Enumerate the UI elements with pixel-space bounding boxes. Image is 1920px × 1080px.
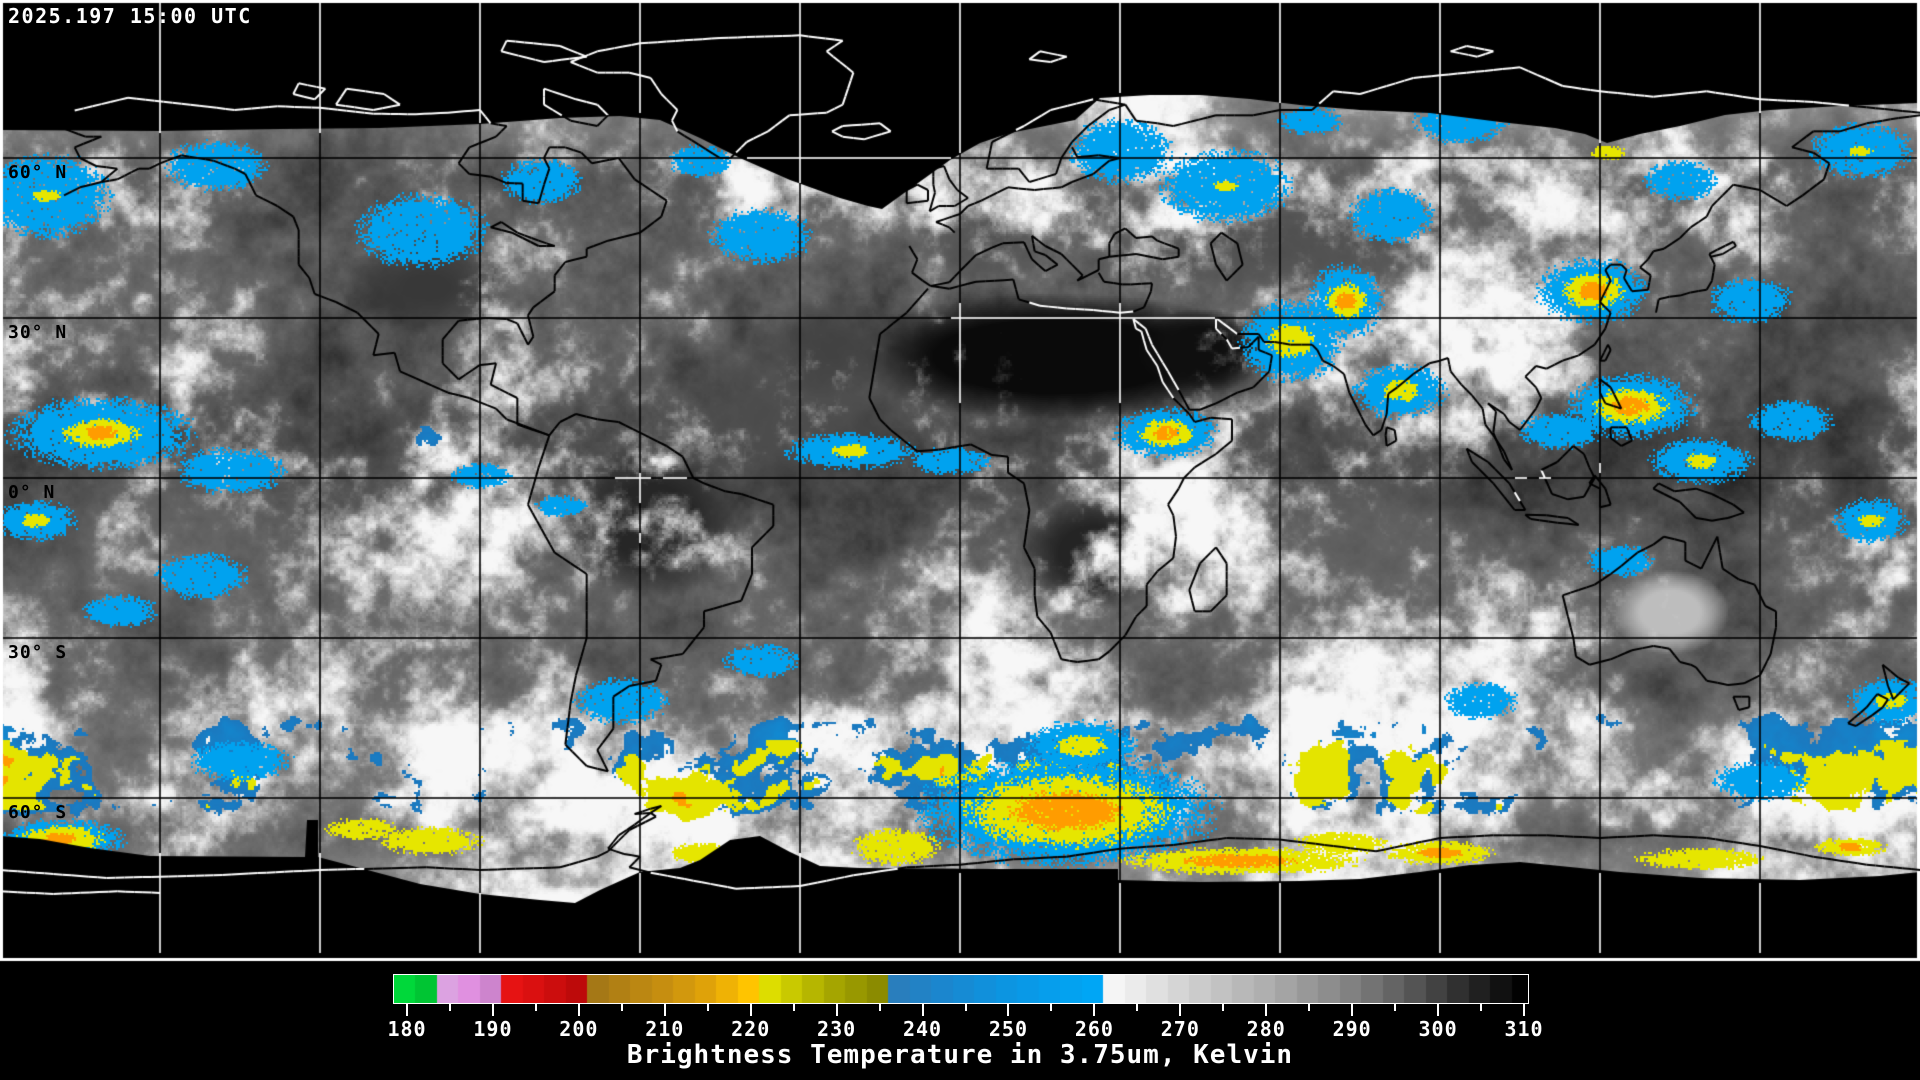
colorbar-minor-tick (1050, 1004, 1053, 1011)
colorbar-major-tick (921, 1004, 924, 1016)
colorbar-minor-tick (878, 1004, 881, 1011)
world-brightness-temperature-map (0, 0, 1920, 962)
colorbar-tick-label: 210 (645, 1017, 685, 1041)
colorbar-tick-label: 280 (1246, 1017, 1286, 1041)
latitude-label: 0° N (8, 482, 56, 503)
colorbar-minor-tick (1222, 1004, 1225, 1011)
colorbar-tick-label: 250 (988, 1017, 1029, 1041)
colorbar-minor-tick (534, 1004, 537, 1011)
colorbar-minor-tick (1394, 1004, 1397, 1011)
colorbar-major-tick (749, 1004, 752, 1016)
colorbar-gradient (393, 974, 1529, 1004)
colorbar-major-tick (1007, 1004, 1010, 1016)
colorbar-major-tick (663, 1004, 666, 1016)
colorbar-major-tick (1523, 1004, 1525, 1016)
colorbar-tick-label: 230 (817, 1017, 857, 1041)
colorbar-major-tick (1179, 1004, 1182, 1016)
colorbar-tick-label: 260 (1074, 1017, 1114, 1041)
colorbar-tick-label: 310 (1504, 1017, 1544, 1041)
timestamp-label: 2025.197 15:00 UTC (8, 4, 252, 28)
colorbar-major-tick (1351, 1004, 1354, 1016)
colorbar-minor-tick (706, 1004, 709, 1011)
colorbar-tick-label: 200 (559, 1017, 599, 1041)
colorbar-major-tick (1265, 1004, 1268, 1016)
colorbar-minor-tick (792, 1004, 795, 1011)
colorbar-tick-label: 190 (473, 1017, 513, 1041)
latitude-label: 60° N (8, 162, 68, 183)
colorbar-minor-tick (964, 1004, 967, 1011)
colorbar-tick-label: 300 (1418, 1017, 1458, 1041)
latitude-label: 30° S (8, 642, 68, 663)
colorbar-major-tick (835, 1004, 838, 1016)
colorbar-minor-tick (1136, 1004, 1139, 1011)
colorbar-major-tick (577, 1004, 580, 1016)
colorbar-tick-label: 240 (902, 1017, 943, 1041)
colorbar-minor-tick (448, 1004, 451, 1011)
colorbar-minor-tick (1308, 1004, 1311, 1011)
colorbar-major-tick (1093, 1004, 1096, 1016)
colorbar-tick-label: 220 (731, 1017, 771, 1041)
latitude-label: 60° S (8, 802, 68, 823)
colorbar-major-tick (406, 1004, 408, 1016)
colorbar-minor-tick (620, 1004, 623, 1011)
colorbar-tick-label: 180 (387, 1017, 427, 1041)
colorbar-tick-label: 290 (1332, 1017, 1372, 1041)
colorbar-major-tick (1437, 1004, 1440, 1016)
colorbar-major-tick (491, 1004, 494, 1016)
colorbar-minor-tick (1480, 1004, 1483, 1011)
colorbar-tick-label: 270 (1160, 1017, 1200, 1041)
latitude-label: 30° N (8, 322, 68, 343)
colorbar-title: Brightness Temperature in 3.75um, Kelvin (626, 1040, 1294, 1070)
